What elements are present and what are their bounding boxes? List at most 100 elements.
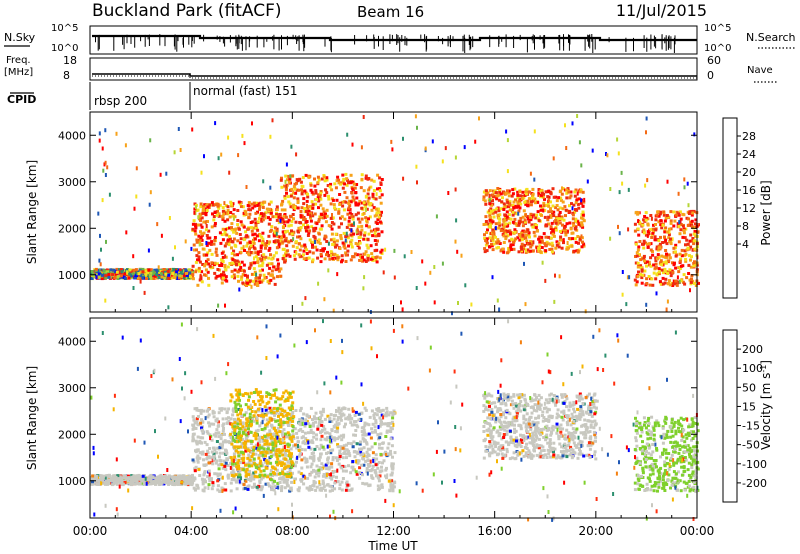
echo-cell xyxy=(252,267,256,271)
echo-cell xyxy=(555,204,559,207)
echo-cell xyxy=(642,246,646,250)
noise-cell xyxy=(98,131,101,136)
echo-cell xyxy=(662,213,666,217)
echo-cell xyxy=(167,277,171,280)
echo-cell xyxy=(550,221,554,225)
echo-cell xyxy=(261,455,265,459)
echo-cell xyxy=(249,221,253,224)
echo-cell xyxy=(224,275,228,279)
noise-cell xyxy=(620,170,623,175)
echo-cell xyxy=(364,459,368,463)
noise-cell xyxy=(571,121,574,126)
echo-cell xyxy=(359,230,363,234)
echo-cell xyxy=(540,239,544,243)
echo-cell xyxy=(380,485,384,489)
echo-cell xyxy=(354,191,358,194)
echo-cell xyxy=(317,232,321,236)
echo-cell xyxy=(294,220,298,224)
noise-cell xyxy=(523,261,525,266)
echo-cell xyxy=(273,226,277,230)
echo-cell xyxy=(253,232,257,236)
echo-cell xyxy=(333,481,337,485)
echo-cell xyxy=(559,217,563,221)
echo-cell xyxy=(652,271,656,275)
echo-cell xyxy=(378,220,382,224)
echo-cell xyxy=(664,261,668,265)
echo-cell xyxy=(179,271,183,275)
echo-cell xyxy=(384,435,388,438)
echo-cell xyxy=(340,200,344,204)
noise-cell xyxy=(591,148,594,153)
echo-cell xyxy=(325,176,329,180)
noise-cell xyxy=(687,203,690,208)
echo-cell xyxy=(678,232,682,236)
echo-cell xyxy=(313,447,317,451)
echo-cell xyxy=(216,268,220,271)
echo-cell xyxy=(361,473,364,477)
echo-cell xyxy=(340,222,343,226)
echo-cell xyxy=(193,207,197,211)
echo-cell xyxy=(347,219,351,223)
echo-cell xyxy=(224,204,228,208)
echo-cell xyxy=(325,191,329,195)
echo-cell xyxy=(371,234,375,238)
echo-cell xyxy=(513,230,517,234)
echo-cell xyxy=(209,422,213,426)
echo-cell xyxy=(524,202,528,206)
echo-cell xyxy=(312,227,316,231)
echo-cell xyxy=(283,260,287,264)
noise-cell xyxy=(177,127,180,131)
echo-cell xyxy=(236,253,239,257)
echo-cell xyxy=(206,205,210,209)
echo-cell xyxy=(208,456,212,460)
echo-cell xyxy=(235,259,239,263)
echo-cell xyxy=(667,236,671,240)
echo-cell xyxy=(104,274,108,278)
echo-cell xyxy=(497,240,501,244)
power-x-ticks xyxy=(89,112,698,312)
echo-cell xyxy=(504,237,508,241)
echo-cell xyxy=(225,233,229,237)
echo-cell xyxy=(513,187,517,191)
noise-cell xyxy=(199,273,202,278)
noise-cell xyxy=(294,206,297,210)
echo-cell xyxy=(356,425,360,429)
echo-cell xyxy=(123,277,127,280)
noise-cell xyxy=(625,302,628,307)
echo-cell xyxy=(326,184,330,187)
echo-cell xyxy=(287,218,291,222)
echo-cell xyxy=(575,198,579,202)
echo-cell xyxy=(523,230,527,234)
echo-cell xyxy=(120,270,124,274)
echo-cell xyxy=(339,445,343,449)
echo-cell xyxy=(685,248,689,252)
echo-cell xyxy=(320,462,324,466)
echo-cell xyxy=(284,230,287,234)
echo-cell xyxy=(224,449,228,453)
echo-cell xyxy=(105,474,109,478)
echo-cell xyxy=(504,222,508,226)
echo-cell xyxy=(367,196,371,200)
echo-cell xyxy=(197,258,201,262)
noise-cell xyxy=(205,241,208,245)
echo-cell xyxy=(229,200,233,204)
echo-cell xyxy=(513,217,517,221)
echo-cell xyxy=(365,422,369,426)
echo-cell xyxy=(646,222,650,226)
echo-cell xyxy=(309,465,313,469)
echo-cell xyxy=(276,275,279,279)
echo-cell xyxy=(355,196,359,200)
echo-cell xyxy=(337,208,341,211)
echo-cell xyxy=(497,198,501,202)
echo-cell xyxy=(639,273,642,276)
echo-cell xyxy=(546,202,550,206)
echo-cell xyxy=(392,485,396,489)
echo-cell xyxy=(194,232,198,236)
echo-cell xyxy=(262,214,266,218)
echo-cell xyxy=(196,223,200,227)
echo-cell xyxy=(149,479,153,483)
echo-cell xyxy=(267,242,270,246)
echo-cell xyxy=(315,222,319,226)
echo-cell xyxy=(300,184,304,188)
echo-cell xyxy=(387,424,391,428)
